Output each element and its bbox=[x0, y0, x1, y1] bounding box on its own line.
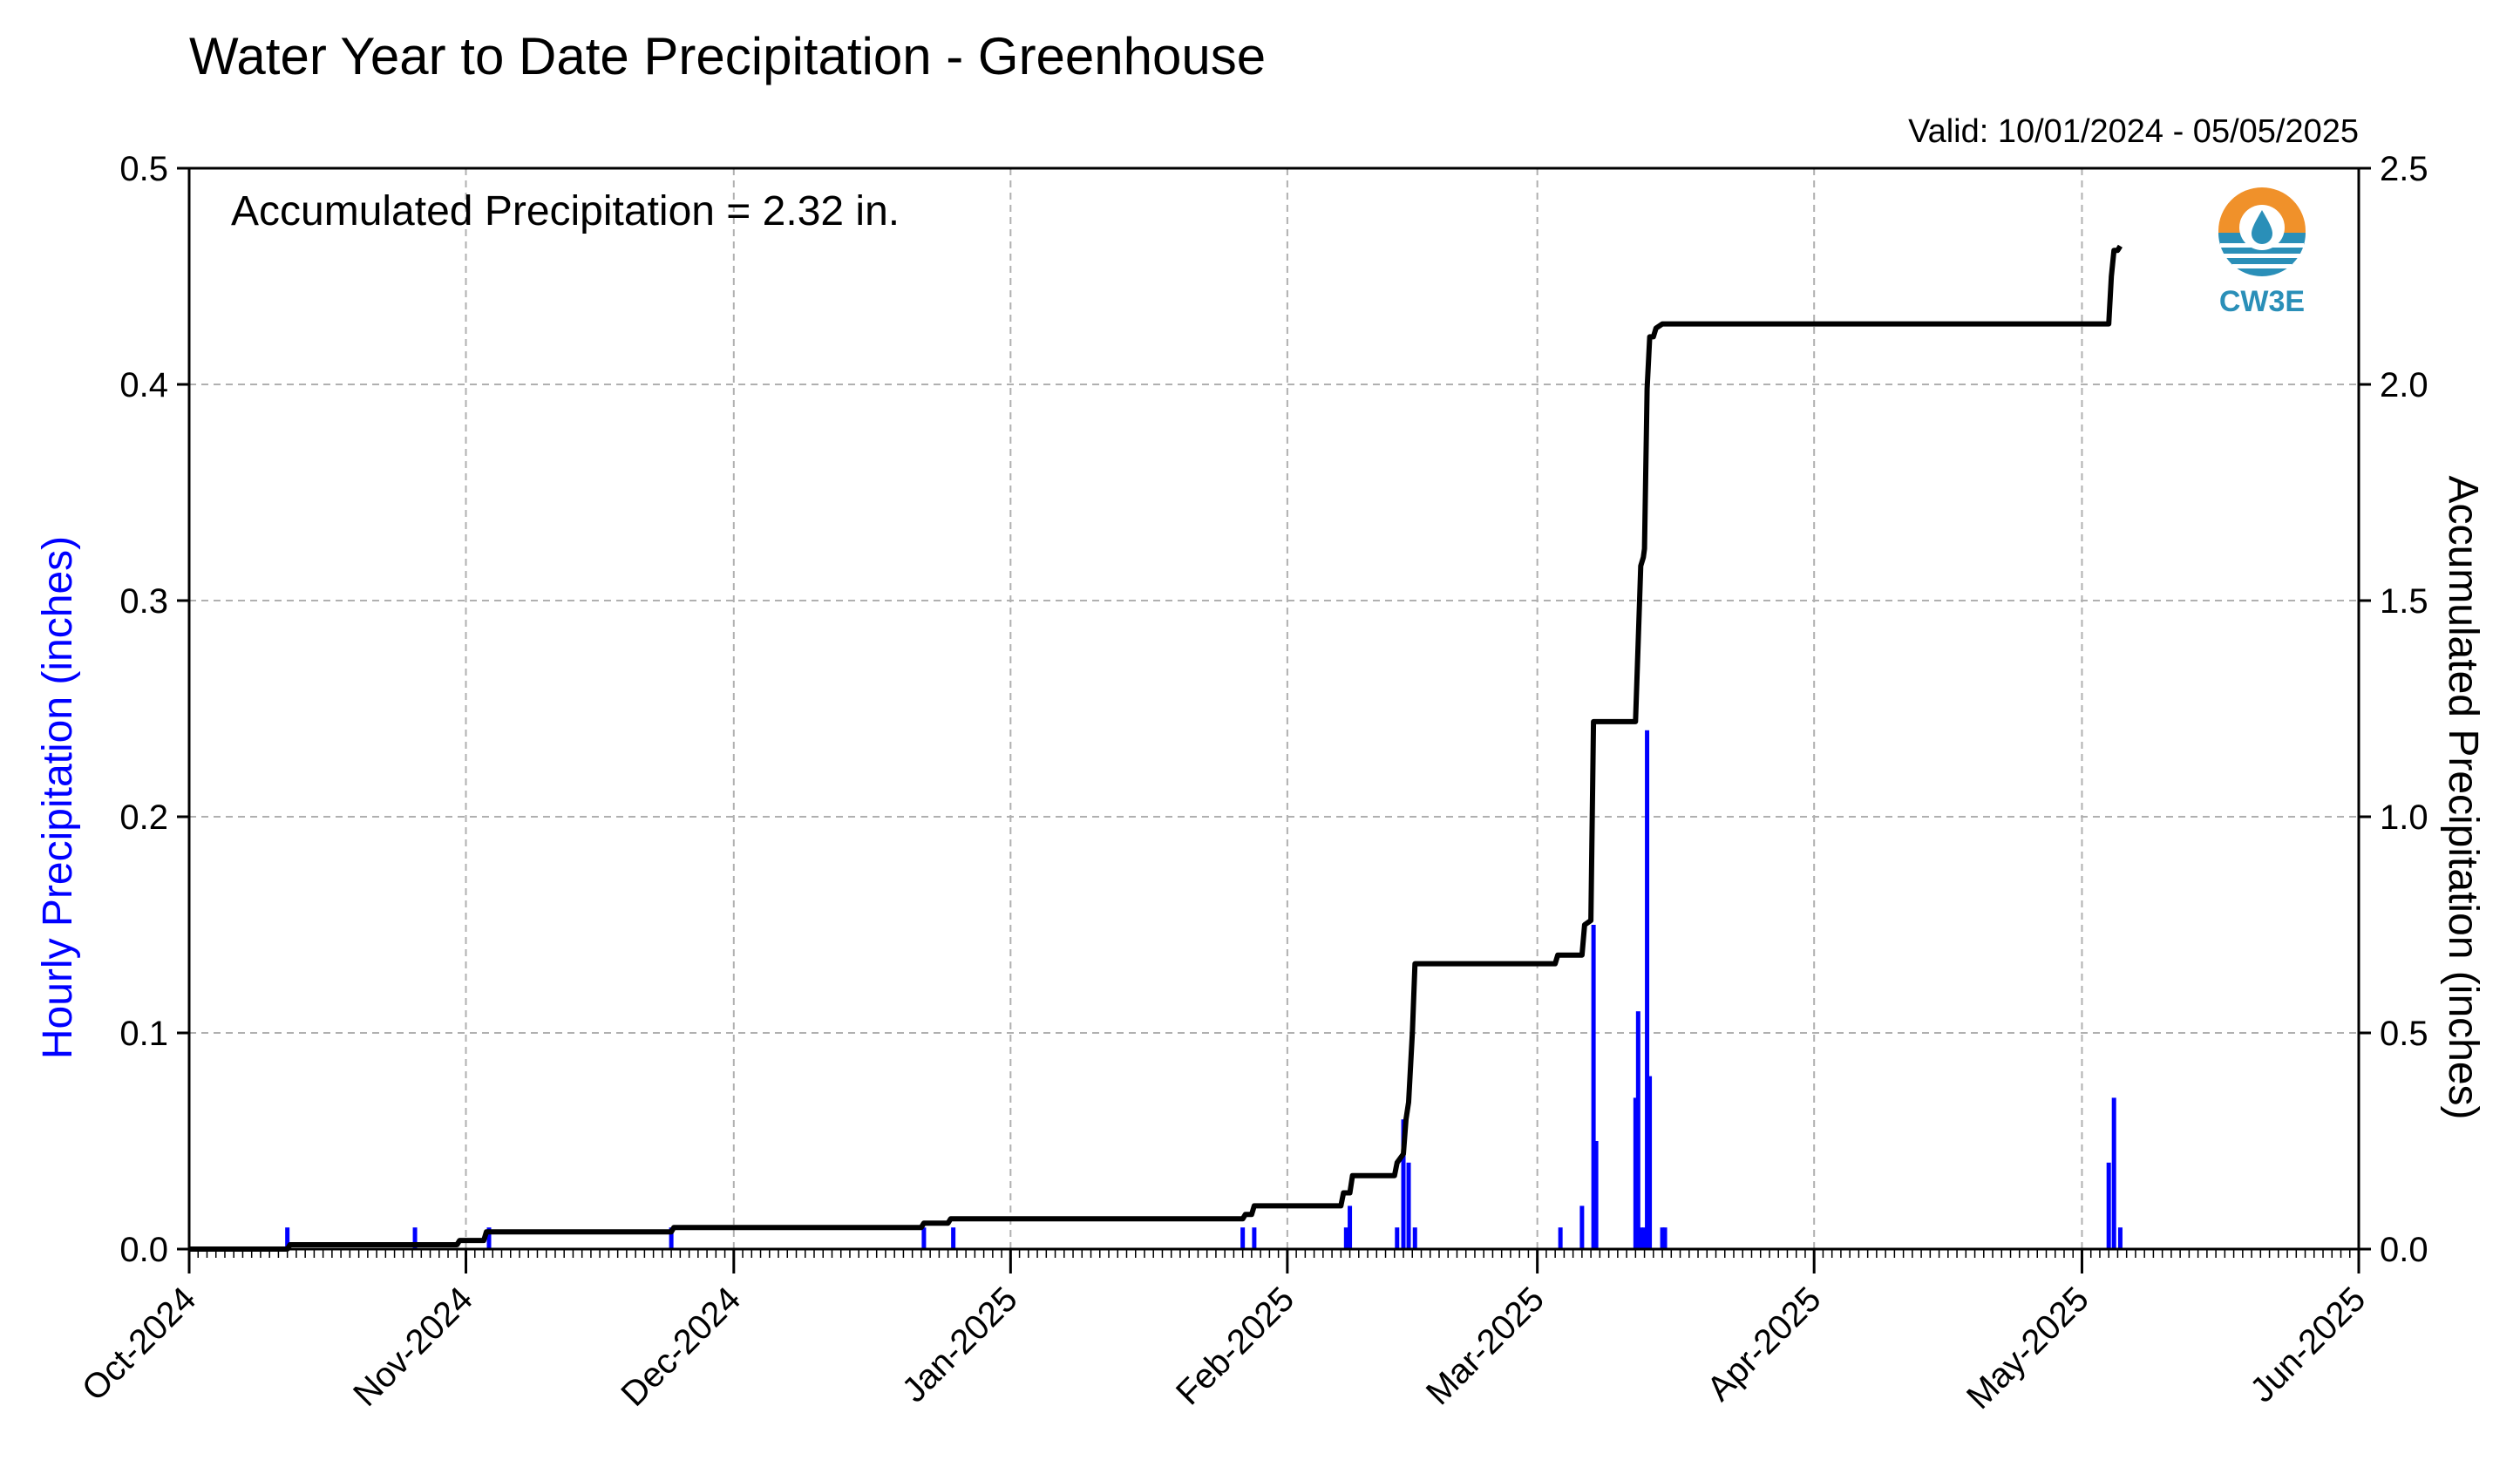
x-tick-label: Jun-2025 bbox=[2243, 1280, 2373, 1409]
left-y-axis-label: Hourly Precipitation (inches) bbox=[35, 536, 81, 1059]
left-y-tick-label: 0.3 bbox=[119, 582, 168, 621]
hourly-bar bbox=[1662, 1227, 1668, 1249]
hourly-bar bbox=[1642, 1227, 1647, 1249]
hourly-bar bbox=[1412, 1227, 1417, 1249]
hourly-bar bbox=[1591, 925, 1596, 1249]
hourly-bar bbox=[921, 1227, 927, 1249]
right-y-tick-label: 0.0 bbox=[2380, 1231, 2428, 1269]
hourly-bar bbox=[412, 1227, 418, 1249]
hourly-bar bbox=[1647, 1076, 1653, 1249]
x-tick-label: Apr-2025 bbox=[1700, 1280, 1828, 1408]
logo-text: CW3E bbox=[2218, 285, 2306, 318]
hourly-bar bbox=[285, 1227, 290, 1249]
hourly-bar bbox=[1660, 1227, 1665, 1249]
hourly-bar bbox=[1558, 1227, 1563, 1249]
hourly-bar bbox=[1593, 1141, 1599, 1249]
x-tick-label: Feb-2025 bbox=[1169, 1280, 1301, 1412]
right-y-tick-label: 1.5 bbox=[2380, 582, 2428, 621]
x-tick-label: Jan-2025 bbox=[895, 1280, 1025, 1409]
right-y-tick-label: 0.5 bbox=[2380, 1015, 2428, 1053]
chart-title: Water Year to Date Precipitation - Green… bbox=[189, 27, 1266, 85]
x-tick-label: May-2025 bbox=[1960, 1280, 2096, 1416]
hourly-bar bbox=[2106, 1162, 2111, 1249]
hourly-bar bbox=[1635, 1011, 1640, 1249]
hourly-bar bbox=[486, 1227, 492, 1249]
right-y-tick-label: 1.0 bbox=[2380, 798, 2428, 837]
accumulated-annotation: Accumulated Precipitation = 2.32 in. bbox=[231, 188, 900, 234]
hourly-bar bbox=[1638, 1227, 1643, 1249]
right-y-axis-label: Accumulated Precipitation (inches) bbox=[2440, 475, 2486, 1119]
gridlines bbox=[189, 168, 2359, 1249]
left-y-tick-label: 0.0 bbox=[119, 1231, 168, 1269]
cw3e-logo: CW3E bbox=[2210, 179, 2314, 318]
hourly-bar bbox=[1645, 730, 1650, 1249]
hourly-bar bbox=[951, 1227, 956, 1249]
valid-date-range: Valid: 10/01/2024 - 05/05/2025 bbox=[1908, 113, 2359, 150]
hourly-bar bbox=[1633, 1097, 1638, 1249]
hourly-bar bbox=[1240, 1227, 1246, 1249]
plot-frame bbox=[187, 166, 2360, 1251]
hourly-bar bbox=[669, 1227, 674, 1249]
hourly-bar bbox=[1395, 1227, 1400, 1249]
accumulated-precipitation-line bbox=[189, 244, 2123, 1252]
x-tick-label: Oct-2024 bbox=[75, 1280, 203, 1408]
hourly-bar bbox=[2111, 1097, 2116, 1249]
right-y-tick-label: 2.0 bbox=[2380, 366, 2428, 404]
x-tick-label: Nov-2024 bbox=[346, 1280, 480, 1414]
hourly-bar bbox=[1252, 1227, 1257, 1249]
left-y-tick-label: 0.2 bbox=[119, 798, 168, 837]
left-y-tick-label: 0.1 bbox=[119, 1015, 168, 1053]
hourly-bar bbox=[1401, 1119, 1406, 1249]
accumulated-precipitation-line-group bbox=[189, 244, 2123, 1252]
left-y-tick-label: 0.5 bbox=[119, 150, 168, 188]
hourly-bar bbox=[1348, 1206, 1353, 1249]
water-drop-icon bbox=[2218, 187, 2306, 276]
hourly-bar bbox=[1579, 1206, 1585, 1249]
left-y-tick-label: 0.4 bbox=[119, 366, 168, 404]
hourly-bar bbox=[1343, 1227, 1348, 1249]
axes bbox=[177, 166, 2371, 1273]
x-tick-label: Mar-2025 bbox=[1419, 1280, 1552, 1412]
hourly-bar bbox=[1406, 1162, 1411, 1249]
hourly-precipitation-bars bbox=[285, 730, 2123, 1249]
x-tick-label: Dec-2024 bbox=[614, 1280, 748, 1414]
tick-labels: 0.0 0.1 0.2 0.3 0.4 0.5 0.0 0.5 1.0 1.5 2.0 2.5 Oct-… bbox=[75, 150, 2428, 1416]
hourly-bar bbox=[2117, 1227, 2123, 1249]
right-y-tick-label: 2.5 bbox=[2380, 150, 2428, 188]
